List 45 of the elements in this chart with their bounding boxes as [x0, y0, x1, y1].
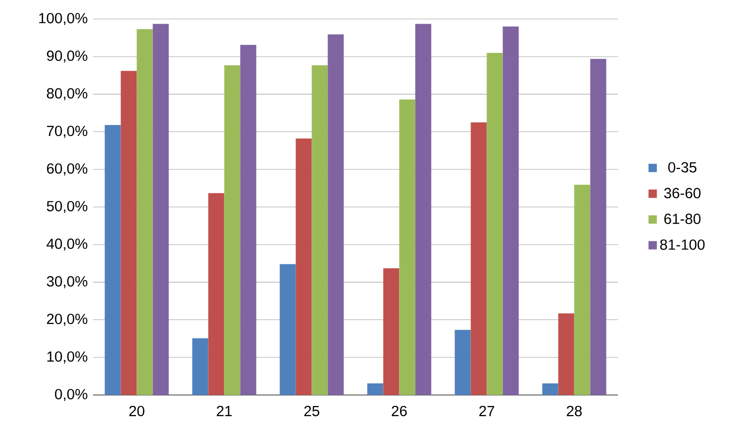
x-tick-label: 25 — [304, 406, 320, 416]
bar — [328, 34, 344, 395]
bar — [502, 26, 519, 395]
bar — [415, 24, 432, 395]
bar — [104, 125, 121, 395]
y-tick-label: 30,0% — [46, 276, 88, 288]
bar — [399, 99, 416, 395]
bar — [192, 338, 208, 395]
bar — [312, 65, 328, 395]
legend-label: 61-80 — [664, 214, 701, 224]
y-tick-label: 80,0% — [46, 88, 88, 100]
legend-label: 81-100 — [660, 239, 705, 250]
bar — [574, 184, 590, 395]
bar — [136, 29, 153, 395]
bar — [152, 24, 169, 395]
y-tick-label: 10,0% — [47, 351, 88, 364]
y-tick-label: 50,0% — [46, 200, 88, 214]
x-tick-label: 27 — [479, 406, 494, 416]
x-tick-label: 21 — [216, 406, 232, 416]
bar — [590, 58, 606, 395]
bar — [454, 330, 471, 395]
bar — [558, 313, 574, 395]
bar — [470, 122, 487, 395]
bar — [542, 383, 558, 395]
bar — [120, 70, 137, 395]
bar — [240, 44, 256, 395]
bar — [280, 264, 296, 395]
bar — [208, 193, 224, 395]
y-tick-label: 60,0% — [47, 163, 88, 176]
bar — [296, 138, 312, 395]
x-tick-label: 26 — [392, 406, 407, 416]
y-tick-label: 20,0% — [46, 314, 88, 326]
legend-label: 0-35 — [668, 162, 696, 172]
y-tick-label: 40,0% — [46, 238, 88, 251]
bar — [383, 268, 400, 395]
y-tick-label: 100,0% — [39, 12, 88, 26]
x-tick-label: 28 — [566, 406, 582, 416]
bar — [367, 383, 384, 395]
y-tick-label: 70,0% — [47, 126, 88, 138]
legend-label: 36-60 — [664, 188, 701, 198]
bar — [486, 52, 503, 395]
bar — [224, 65, 240, 395]
x-tick-label: 20 — [129, 406, 144, 416]
y-tick-label: 0,0% — [54, 388, 88, 402]
y-tick-label: 90,0% — [46, 50, 88, 63]
